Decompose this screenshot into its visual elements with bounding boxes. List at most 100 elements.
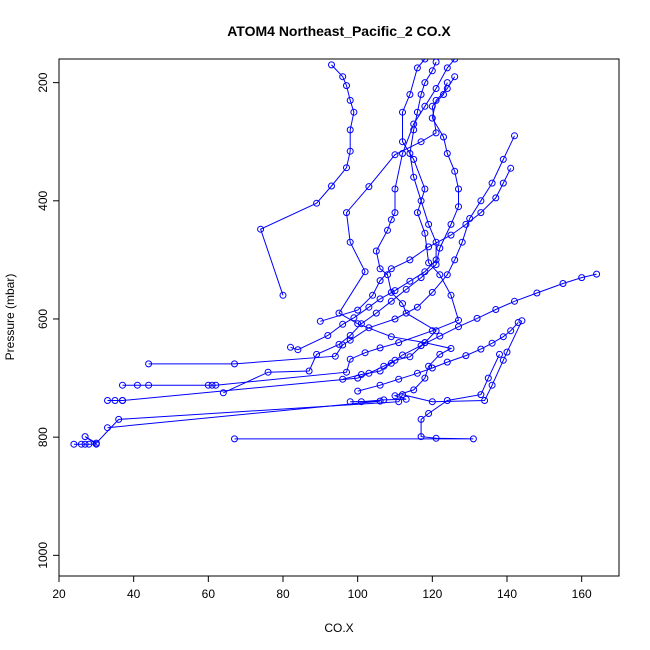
data-point [559,280,567,287]
data-point [432,261,440,269]
data-point [372,247,380,255]
data-point [417,415,425,423]
data-point [331,352,339,360]
data-point [357,320,365,328]
series-7 [219,73,462,397]
data-point [346,332,354,339]
data-point [376,397,384,405]
data-point [417,342,425,350]
data-point [313,199,321,207]
data-point [294,346,302,354]
data-point [436,332,444,340]
data-point [376,295,384,303]
data-point [231,360,238,368]
x-tick-label: 100 [348,587,368,601]
data-point [354,320,362,328]
data-point [387,359,395,367]
data-point [346,126,354,134]
data-point [316,317,324,325]
data-point [391,392,399,400]
data-point [365,183,373,191]
data-point [436,271,444,279]
data-point [77,440,85,448]
data-point [578,274,586,282]
data-point [328,182,335,190]
series-line [73,320,523,445]
data-point [406,150,414,157]
x-tick-label: 120 [422,587,442,601]
data-point [425,259,433,267]
data-point [514,319,522,326]
data-point [458,238,466,246]
data-point [417,433,425,441]
data-point [346,96,354,104]
data-point [499,155,507,163]
data-point [399,138,406,146]
chart-title: ATOM4 Northeast_Pacific_2 CO.X [227,23,451,39]
data-point [417,138,425,146]
data-point [477,391,485,399]
data-point [410,386,418,394]
data-point [447,291,455,299]
data-point [593,270,601,278]
data-point [428,67,436,75]
data-point [119,397,126,404]
data-point [395,375,403,383]
series-line [148,135,515,365]
x-axis: 20 40 60 80 100 120 140 160 [52,576,592,601]
data-point [145,381,153,389]
data-point [119,381,126,389]
data-point [376,381,384,389]
data-point [406,353,414,361]
data-point [440,91,447,98]
data-point [399,150,406,157]
data-point [455,185,462,193]
series-line [290,61,437,351]
x-tick-label: 160 [572,587,592,601]
data-point [443,85,451,92]
data-point [387,333,395,341]
data-point [432,129,440,137]
data-point [432,85,440,92]
data-point [391,151,399,159]
series-12 [354,319,522,395]
data-point [428,398,436,406]
data-point [507,164,515,172]
data-point [499,333,507,341]
series-5 [119,59,462,389]
data-point [402,285,410,293]
data-point [484,374,492,382]
series-line [234,354,500,440]
data-point [219,389,227,397]
data-point [451,256,459,264]
y-axis-label: Pressure (mbar) [3,274,17,361]
series-6 [145,132,518,368]
data-point [488,381,496,389]
data-point [264,368,272,376]
data-point [428,364,436,372]
data-point [469,435,477,443]
data-point [477,197,485,205]
data-point [432,238,440,246]
data-point [231,435,238,443]
data-point [451,167,459,175]
data-point [335,340,343,348]
y-tick-label: 1000 [36,542,50,569]
data-point [492,194,500,202]
data-point [447,345,455,352]
data-point [432,59,440,66]
data-point [477,345,485,353]
data-point [380,396,388,404]
data-point [406,91,414,98]
data-point [81,433,89,441]
series-line [223,76,459,394]
data-point [488,179,496,187]
data-point [92,439,100,447]
data-point [406,277,414,285]
data-point [361,349,369,357]
data-point [421,185,429,193]
series-11 [339,270,601,383]
data-point [346,355,354,363]
data-point [369,291,377,299]
data-point [436,244,444,252]
